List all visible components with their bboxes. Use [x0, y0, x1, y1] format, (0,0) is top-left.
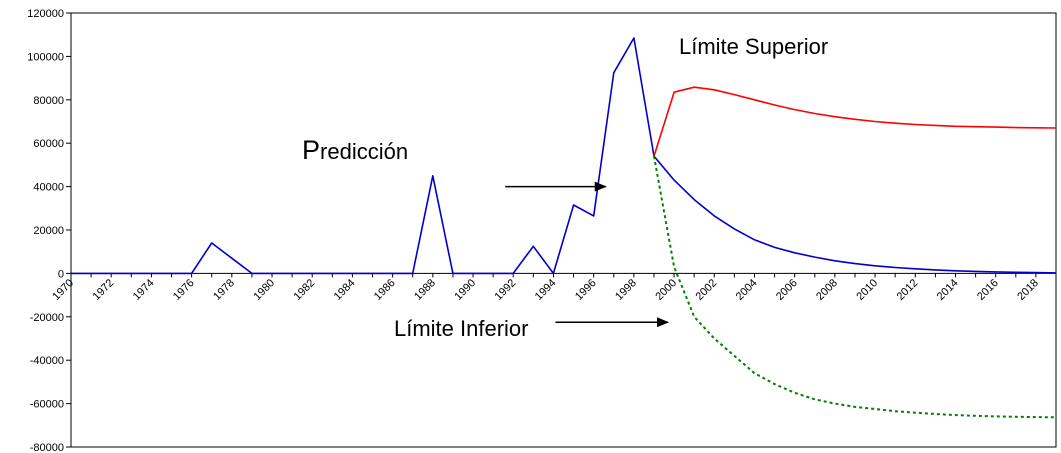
x-tick-label: 1992 [493, 277, 519, 303]
x-axis-ticks: 1970 1972 1974 1976 1978 1980 1982 1984 1986 1988… [50, 273, 1057, 303]
x-tick-label: 1970 [50, 277, 76, 303]
chart-series [71, 37, 1057, 419]
x-tick-label: 2010 [854, 277, 880, 303]
x-tick-label: 1998 [613, 277, 639, 303]
y-tick-label: 100000 [27, 51, 64, 63]
series-line-3 [653, 156, 1057, 419]
y-tick-label: -60000 [30, 399, 64, 411]
x-tick-label: 2008 [814, 277, 840, 303]
annotation-prediccion-cap: P [302, 135, 320, 165]
chart-annotations: Predicción Límite Superior Límite Inferi… [302, 34, 828, 341]
y-tick-label: 0 [58, 268, 64, 280]
x-tick-label: 2012 [895, 277, 921, 303]
x-tick-label: 2018 [1015, 277, 1041, 303]
x-tick-label: 2002 [694, 277, 720, 303]
y-tick-label: 60000 [33, 138, 64, 150]
x-tick-label: 2004 [734, 277, 760, 303]
x-tick-label: 1974 [131, 277, 157, 303]
x-tick-label: 1994 [533, 277, 559, 303]
chart-axes [70, 12, 1057, 448]
y-axis-ticks: -80000 -60000 -40000 -20000 0 20000 40000 60000… [27, 8, 71, 453]
x-tick-label: 2006 [774, 277, 800, 303]
y-tick-label: -80000 [30, 442, 64, 453]
x-tick-label: 1982 [292, 277, 318, 303]
y-tick-label: -20000 [30, 312, 64, 324]
annotation-limite-inferior: Límite Inferior [394, 316, 529, 341]
x-tick-label: 1972 [91, 277, 117, 303]
x-tick-label: 1988 [412, 277, 438, 303]
annotation-prediccion: Predicción [302, 135, 408, 165]
x-tick-label: 1986 [372, 277, 398, 303]
y-tick-label: 120000 [27, 8, 64, 20]
x-tick-label: 1996 [573, 277, 599, 303]
y-tick-label: -40000 [30, 355, 64, 367]
series-line-1 [71, 37, 1057, 275]
annotation-arrows [505, 181, 670, 328]
x-tick-label: 1980 [251, 277, 277, 303]
y-tick-label: 80000 [33, 95, 64, 107]
x-tick-label: 1978 [211, 277, 237, 303]
x-tick-label: 1976 [171, 277, 197, 303]
x-tick-label: 2016 [975, 277, 1001, 303]
x-tick-label: 1990 [452, 277, 478, 303]
x-tick-label: 2000 [653, 277, 679, 303]
x-tick-label: 1984 [332, 277, 358, 303]
annotation-prediccion-rest: redicción [320, 139, 408, 164]
x-tick-label: 2014 [935, 277, 961, 303]
series-line-2 [653, 86, 1057, 157]
y-tick-label: 20000 [33, 225, 64, 237]
annotation-limite-superior: Límite Superior [679, 34, 828, 59]
plot-frame [70, 12, 1057, 448]
y-tick-label: 40000 [33, 182, 64, 194]
